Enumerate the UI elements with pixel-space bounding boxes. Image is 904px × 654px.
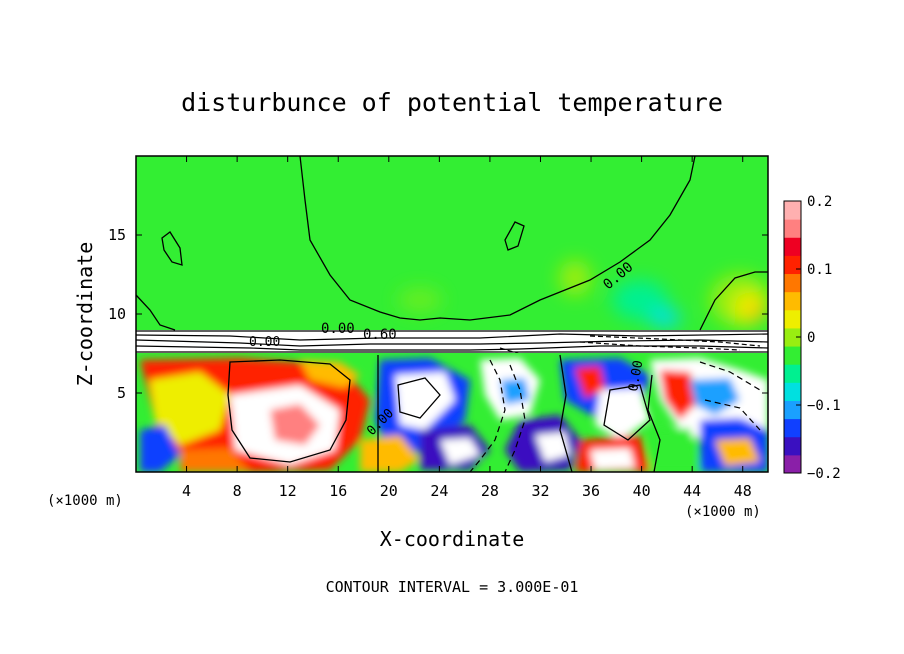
y-tick-label: 15 <box>108 226 126 244</box>
x-axis-label: X-coordinate <box>380 527 525 551</box>
colorbar-cell <box>784 237 801 256</box>
x-tick-label: 32 <box>531 482 549 500</box>
x-tick-label: 36 <box>582 482 600 500</box>
colorbar-cells <box>784 201 801 474</box>
colorbar-tick-label: 0.2 <box>807 194 832 210</box>
x-tick-label: 4 <box>182 482 191 500</box>
colorbar-cell <box>784 436 801 456</box>
x-tick-label: 12 <box>279 482 297 500</box>
contour-label: 0.60 <box>363 327 397 343</box>
colorbar-cell <box>784 273 801 293</box>
contour-lines-negative <box>469 359 761 472</box>
colorbar-ticks: 0.2 0.1 0 −0.1 −0.2 <box>796 194 841 482</box>
colorbar-cell <box>784 364 801 383</box>
x-tick-label: 24 <box>430 482 448 500</box>
contour-interval-label: CONTOUR INTERVAL = 3.000E-01 <box>326 578 579 596</box>
contour-label: 0.00 <box>626 359 646 392</box>
contour-label: 0.00 <box>321 321 355 337</box>
colorbar: 0.2 0.1 0 −0.1 −0.2 <box>783 194 841 482</box>
inversion-contours <box>136 330 768 355</box>
y-tick-label: 10 <box>108 305 126 323</box>
colorbar-cell <box>784 291 801 311</box>
colorbar-cell <box>784 454 801 474</box>
colorbar-cell <box>784 400 801 420</box>
x-unit-left: (×1000 m) <box>47 493 123 509</box>
colorbar-cell <box>784 255 801 275</box>
colorbar-cell <box>784 346 801 365</box>
colorbar-cell <box>784 309 801 329</box>
x-tick-label: 48 <box>734 482 752 500</box>
x-tick-label: 16 <box>329 482 347 500</box>
colorbar-cell <box>784 382 801 401</box>
upper-layer-anomalies <box>398 260 768 328</box>
chart-title: disturbunce of potential temperature <box>181 88 723 117</box>
colorbar-cell <box>784 327 801 347</box>
colorbar-tick-label: −0.1 <box>807 398 841 414</box>
colorbar-cell <box>784 418 801 438</box>
y-tick-label: 5 <box>117 384 126 402</box>
x-axis: 4 8 12 16 20 24 28 32 36 40 44 48 <box>182 156 752 500</box>
colorbar-cell <box>784 201 801 220</box>
upper-layer-field <box>136 156 768 336</box>
x-tick-label: 44 <box>683 482 701 500</box>
colorbar-tick-label: 0.1 <box>807 262 832 278</box>
x-unit-right: (×1000 m) <box>685 504 761 520</box>
y-axis-label: Z-coordinate <box>73 242 97 387</box>
x-tick-label: 8 <box>233 482 242 500</box>
colorbar-tick-label: −0.2 <box>807 466 841 482</box>
colorbar-tick-label: 0 <box>807 330 815 346</box>
x-tick-label: 28 <box>481 482 499 500</box>
contour-lines <box>136 156 768 472</box>
x-tick-label: 20 <box>380 482 398 500</box>
x-tick-label: 40 <box>633 482 651 500</box>
colorbar-cell <box>784 219 801 238</box>
plot-area: 0.00 0.60 0.00 0.00 0.00 0.00 <box>136 156 768 472</box>
lower-layer-anomalies <box>140 358 768 472</box>
contour-label: 0.00 <box>249 335 280 350</box>
y-axis: 5 10 15 <box>108 226 768 402</box>
